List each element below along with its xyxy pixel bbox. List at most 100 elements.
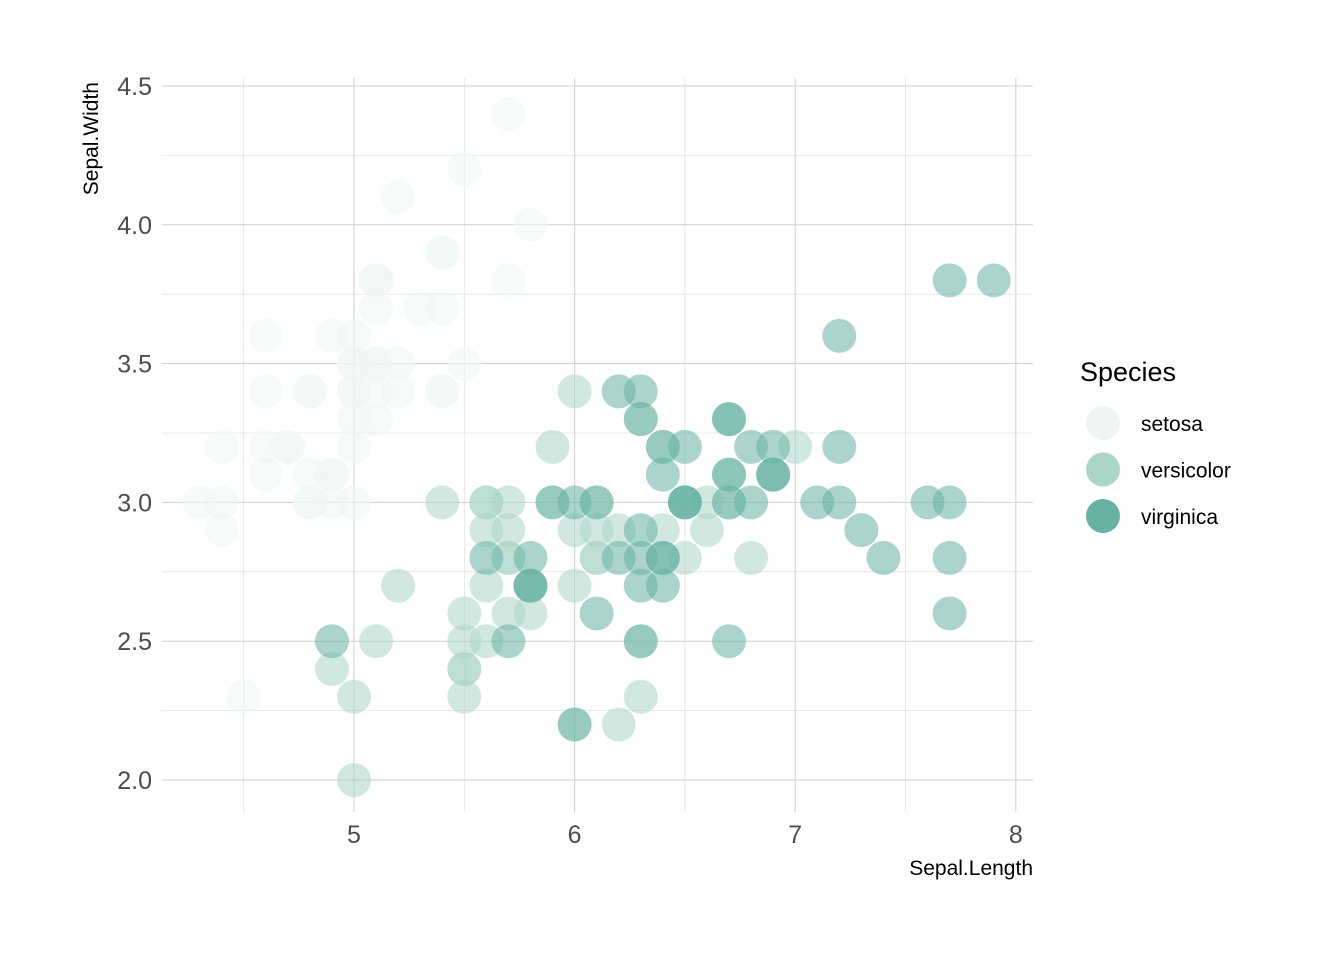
data-point xyxy=(623,402,658,437)
data-point xyxy=(623,624,658,659)
data-point xyxy=(822,318,857,353)
data-point xyxy=(314,457,349,492)
grid xyxy=(162,78,1033,812)
data-point xyxy=(712,457,747,492)
data-point xyxy=(734,429,769,464)
data-point xyxy=(381,346,416,381)
data-point xyxy=(557,707,592,742)
data-points xyxy=(182,96,1011,797)
data-point xyxy=(579,596,614,631)
data-point xyxy=(337,402,371,437)
data-point xyxy=(425,235,460,270)
y-tick-label: 4.0 xyxy=(117,212,152,240)
legend-title: Species xyxy=(1080,357,1176,387)
data-point xyxy=(844,513,879,548)
data-point xyxy=(491,96,526,131)
data-point xyxy=(204,485,239,520)
data-point xyxy=(447,651,482,686)
legend-item-versicolor: versicolor xyxy=(1086,452,1231,487)
data-point xyxy=(557,568,592,603)
data-point xyxy=(623,513,658,548)
data-point xyxy=(292,374,327,409)
data-point xyxy=(932,485,967,520)
data-point xyxy=(337,763,371,797)
data-point xyxy=(469,568,504,603)
data-point xyxy=(447,679,482,714)
data-point xyxy=(513,596,548,631)
data-point xyxy=(337,485,371,520)
y-axis-title: Sepal.Width xyxy=(80,82,103,195)
data-point xyxy=(337,429,371,464)
data-point xyxy=(359,374,394,409)
data-point xyxy=(447,624,482,659)
legend-label: versicolor xyxy=(1141,460,1231,483)
data-point xyxy=(513,540,548,575)
x-axis-ticks: 5 6 7 8 xyxy=(347,821,1023,849)
data-point xyxy=(204,429,239,464)
legend-key xyxy=(1086,452,1120,487)
data-point xyxy=(822,485,857,520)
data-point xyxy=(248,457,283,492)
data-point xyxy=(756,457,791,492)
data-point xyxy=(248,318,283,353)
data-point xyxy=(976,263,1011,298)
data-point xyxy=(689,513,724,548)
data-point xyxy=(645,457,680,492)
data-point xyxy=(447,346,482,381)
data-point xyxy=(601,374,636,409)
data-point xyxy=(535,485,570,520)
data-point xyxy=(469,540,504,575)
x-tick-label: 7 xyxy=(788,821,802,849)
y-tick-label: 2.0 xyxy=(117,767,152,795)
data-point xyxy=(645,429,680,464)
data-point xyxy=(866,540,901,575)
data-point xyxy=(623,540,658,575)
data-point xyxy=(447,152,482,187)
data-point xyxy=(491,263,526,298)
y-tick-label: 2.5 xyxy=(117,628,152,656)
data-point xyxy=(248,374,283,409)
x-tick-label: 6 xyxy=(568,821,582,849)
data-point xyxy=(623,568,658,603)
y-tick-label: 4.5 xyxy=(117,73,152,101)
data-point xyxy=(932,263,967,298)
y-axis-ticks: 2.0 2.5 3.0 3.5 4.0 4.5 xyxy=(117,73,152,795)
x-tick-label: 8 xyxy=(1009,821,1023,849)
data-point xyxy=(425,485,460,520)
data-point xyxy=(314,651,349,686)
data-point xyxy=(601,707,636,742)
legend-item-virginica: virginica xyxy=(1086,499,1218,533)
data-point xyxy=(359,291,394,326)
data-point xyxy=(491,624,526,659)
data-point xyxy=(557,513,592,548)
data-point xyxy=(204,513,239,548)
y-tick-label: 3.0 xyxy=(117,489,152,517)
data-point xyxy=(712,624,747,659)
data-point xyxy=(381,568,416,603)
data-point xyxy=(292,485,327,520)
data-point xyxy=(712,402,747,437)
data-point xyxy=(248,429,283,464)
legend: Species setosa versicolor virginica xyxy=(1080,357,1231,533)
data-point xyxy=(359,263,394,298)
data-point xyxy=(314,624,349,659)
legend-label: virginica xyxy=(1141,506,1218,529)
data-point xyxy=(932,540,967,575)
legend-item-setosa: setosa xyxy=(1086,406,1203,440)
data-point xyxy=(381,180,416,215)
data-point xyxy=(403,291,438,326)
series-virginica xyxy=(314,263,1011,742)
x-tick-label: 5 xyxy=(347,821,361,849)
data-point xyxy=(712,485,747,520)
data-point xyxy=(513,568,548,603)
legend-key xyxy=(1086,499,1120,533)
data-point xyxy=(667,485,702,520)
data-point xyxy=(491,485,526,520)
data-point xyxy=(359,624,394,659)
data-point xyxy=(623,679,658,714)
data-point xyxy=(226,679,261,714)
data-point xyxy=(932,596,967,631)
data-point xyxy=(491,513,526,548)
data-point xyxy=(447,596,482,631)
